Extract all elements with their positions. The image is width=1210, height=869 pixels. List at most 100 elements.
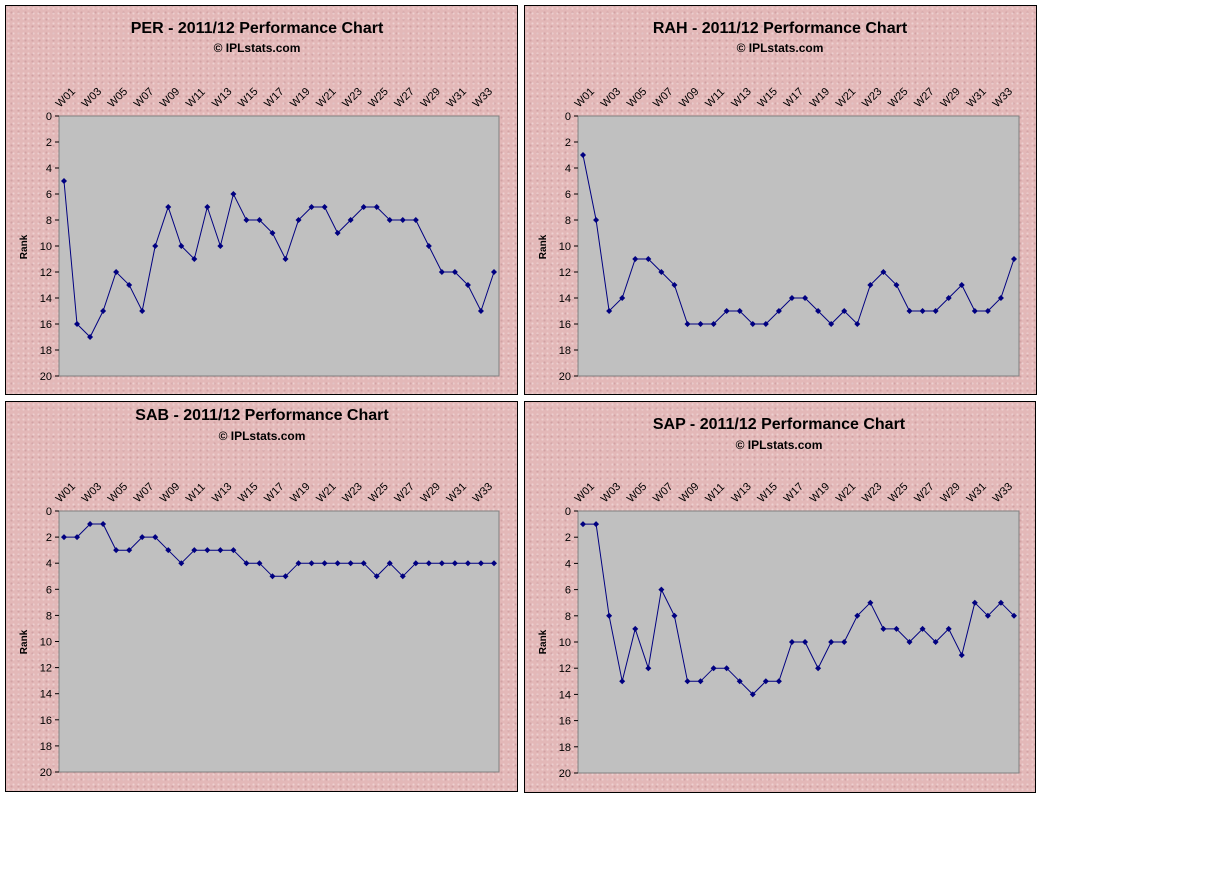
data-point <box>645 256 652 262</box>
y-tick-label: 16 <box>40 319 52 331</box>
x-tick-label: W21 <box>834 481 858 505</box>
data-point <box>230 191 237 197</box>
data-point <box>412 560 419 567</box>
data-point <box>152 243 159 249</box>
data-point <box>919 625 926 632</box>
data-point <box>191 256 198 262</box>
data-point <box>828 639 835 645</box>
y-tick-label: 4 <box>565 163 571 175</box>
data-point <box>425 560 432 567</box>
y-tick-label: 6 <box>46 584 52 596</box>
x-tick-label: W25 <box>886 86 910 110</box>
y-tick-label: 20 <box>40 767 52 779</box>
data-point <box>464 282 471 288</box>
x-tick-label: W13 <box>729 481 753 505</box>
chart-title: SAP - 2011/12 Performance Chart <box>653 416 906 433</box>
data-point <box>491 269 497 275</box>
series-line <box>61 178 497 340</box>
data-point <box>802 639 809 645</box>
y-tick-label: 10 <box>559 637 571 649</box>
x-tick-label: W01 <box>573 481 597 505</box>
series-line <box>580 152 1017 327</box>
data-point <box>658 269 665 275</box>
y-ticks: 0 2 4 6 8 10 12 14 16 18 20 <box>40 506 59 779</box>
y-tick-label: 18 <box>40 741 52 753</box>
data-point <box>74 534 81 541</box>
data-point <box>723 308 730 314</box>
chart-svg: PER - 2011/12 Performance Chart © IPLsta… <box>19 20 500 383</box>
chart-panel-sab: SAB - 2011/12 Performance Chart © IPLsta… <box>5 401 518 792</box>
x-tick-label: W07 <box>132 86 156 110</box>
x-tick-label: W01 <box>573 86 597 110</box>
data-point <box>854 321 861 327</box>
y-tick-label: 2 <box>565 532 571 544</box>
y-tick-label: 20 <box>559 768 571 780</box>
data-point <box>619 678 626 685</box>
data-point <box>74 321 81 327</box>
data-point <box>788 639 795 645</box>
data-point <box>61 178 67 184</box>
y-tick-label: 14 <box>40 689 52 701</box>
data-point <box>282 256 289 262</box>
data-point <box>932 639 939 645</box>
data-point <box>1011 256 1017 262</box>
x-tick-label: W15 <box>236 481 260 505</box>
data-point <box>958 282 965 288</box>
series-polyline <box>63 180 495 338</box>
data-point <box>880 625 887 632</box>
data-point <box>113 547 120 554</box>
data-point <box>217 547 224 554</box>
y-tick-label: 20 <box>559 371 571 383</box>
chart-svg: SAB - 2011/12 Performance Chart © IPLsta… <box>19 407 500 779</box>
data-point <box>867 599 874 606</box>
data-point <box>775 678 782 685</box>
y-tick-label: 12 <box>40 663 52 675</box>
y-tick-label: 12 <box>40 267 52 279</box>
x-tick-label: W31 <box>445 86 469 110</box>
data-point <box>139 534 146 541</box>
data-point <box>373 573 380 580</box>
data-point <box>308 560 315 567</box>
data-point <box>334 560 341 567</box>
chart-title: PER - 2011/12 Performance Chart <box>131 20 384 37</box>
data-point <box>893 625 900 632</box>
data-point <box>243 217 250 223</box>
data-point <box>347 217 354 223</box>
data-point <box>619 295 626 301</box>
x-tick-label: W27 <box>392 86 416 110</box>
data-point <box>971 308 978 314</box>
y-tick-label: 4 <box>565 558 571 570</box>
x-tick-label: W25 <box>886 481 910 505</box>
data-point <box>412 217 419 223</box>
data-point <box>684 321 691 327</box>
y-tick-label: 4 <box>46 558 52 570</box>
data-point <box>984 612 991 619</box>
y-tick-label: 6 <box>565 585 571 597</box>
y-tick-label: 16 <box>559 716 571 728</box>
data-point <box>295 560 302 567</box>
y-tick-label: 2 <box>46 532 52 544</box>
data-point <box>243 560 250 567</box>
data-point <box>945 295 952 301</box>
data-point <box>347 560 354 567</box>
x-tick-label: W13 <box>210 86 234 110</box>
data-point <box>464 560 471 567</box>
y-tick-label: 2 <box>46 137 52 149</box>
y-tick-label: 2 <box>565 137 571 149</box>
data-point <box>762 321 769 327</box>
data-point <box>360 204 367 210</box>
x-tick-label: W23 <box>340 86 364 110</box>
x-tick-label: W15 <box>755 86 779 110</box>
data-point <box>880 269 887 275</box>
chart-subtitle: © IPLstats.com <box>737 41 824 55</box>
data-point <box>632 256 639 262</box>
data-point <box>399 217 406 223</box>
y-tick-label: 16 <box>40 715 52 727</box>
data-point <box>438 269 445 275</box>
data-point <box>788 295 795 301</box>
data-point <box>971 599 978 606</box>
data-point <box>204 204 211 210</box>
x-tick-label: W19 <box>288 481 312 505</box>
x-tick-label: W27 <box>912 86 936 110</box>
data-point <box>269 230 276 236</box>
